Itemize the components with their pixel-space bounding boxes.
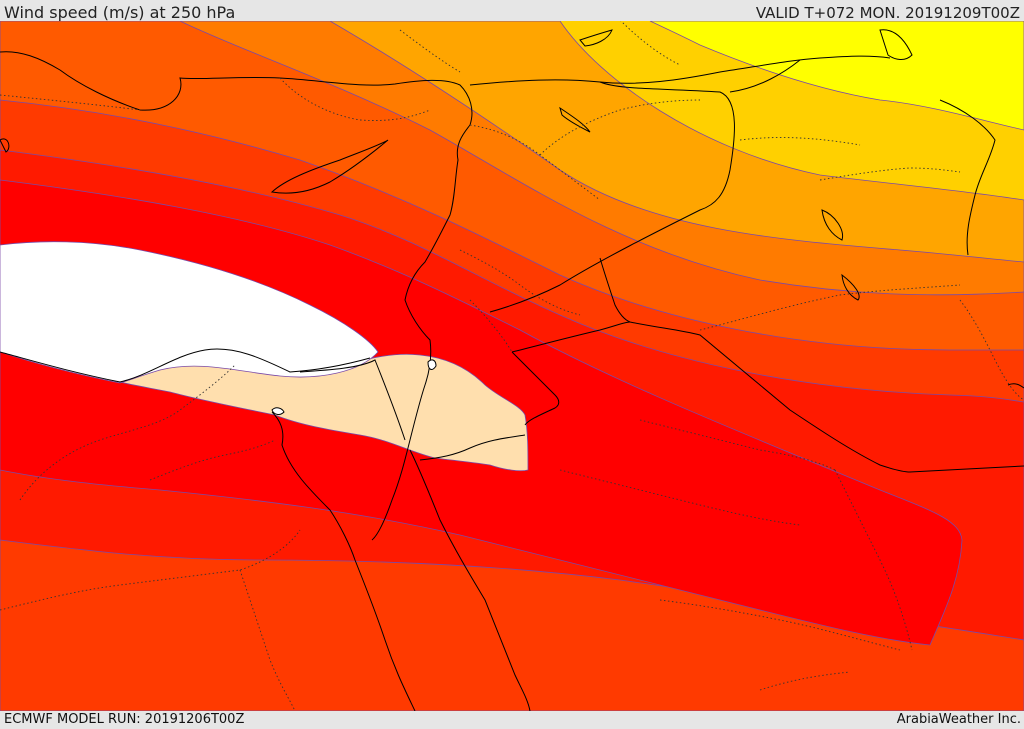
map-title: Wind speed (m/s) at 250 hPa [4, 3, 236, 22]
header-bar: Wind speed (m/s) at 250 hPa VALID T+072 … [0, 0, 1024, 22]
coastlines [0, 29, 1024, 711]
band-overflow [0, 241, 379, 384]
band-very-low [649, 21, 1024, 131]
valid-time: VALID T+072 MON. 20191209T00Z [755, 4, 1020, 22]
model-run-label: ECMWF MODEL RUN: 20191206T00Z [4, 712, 245, 727]
credit-label: ArabiaWeather Inc. [896, 712, 1021, 727]
wind-speed-map [0, 21, 1024, 711]
footer-bar: ECMWF MODEL RUN: 20191206T00Z ArabiaWeat… [0, 711, 1024, 729]
small-islands [271, 359, 437, 415]
internal-borders [0, 21, 1024, 711]
